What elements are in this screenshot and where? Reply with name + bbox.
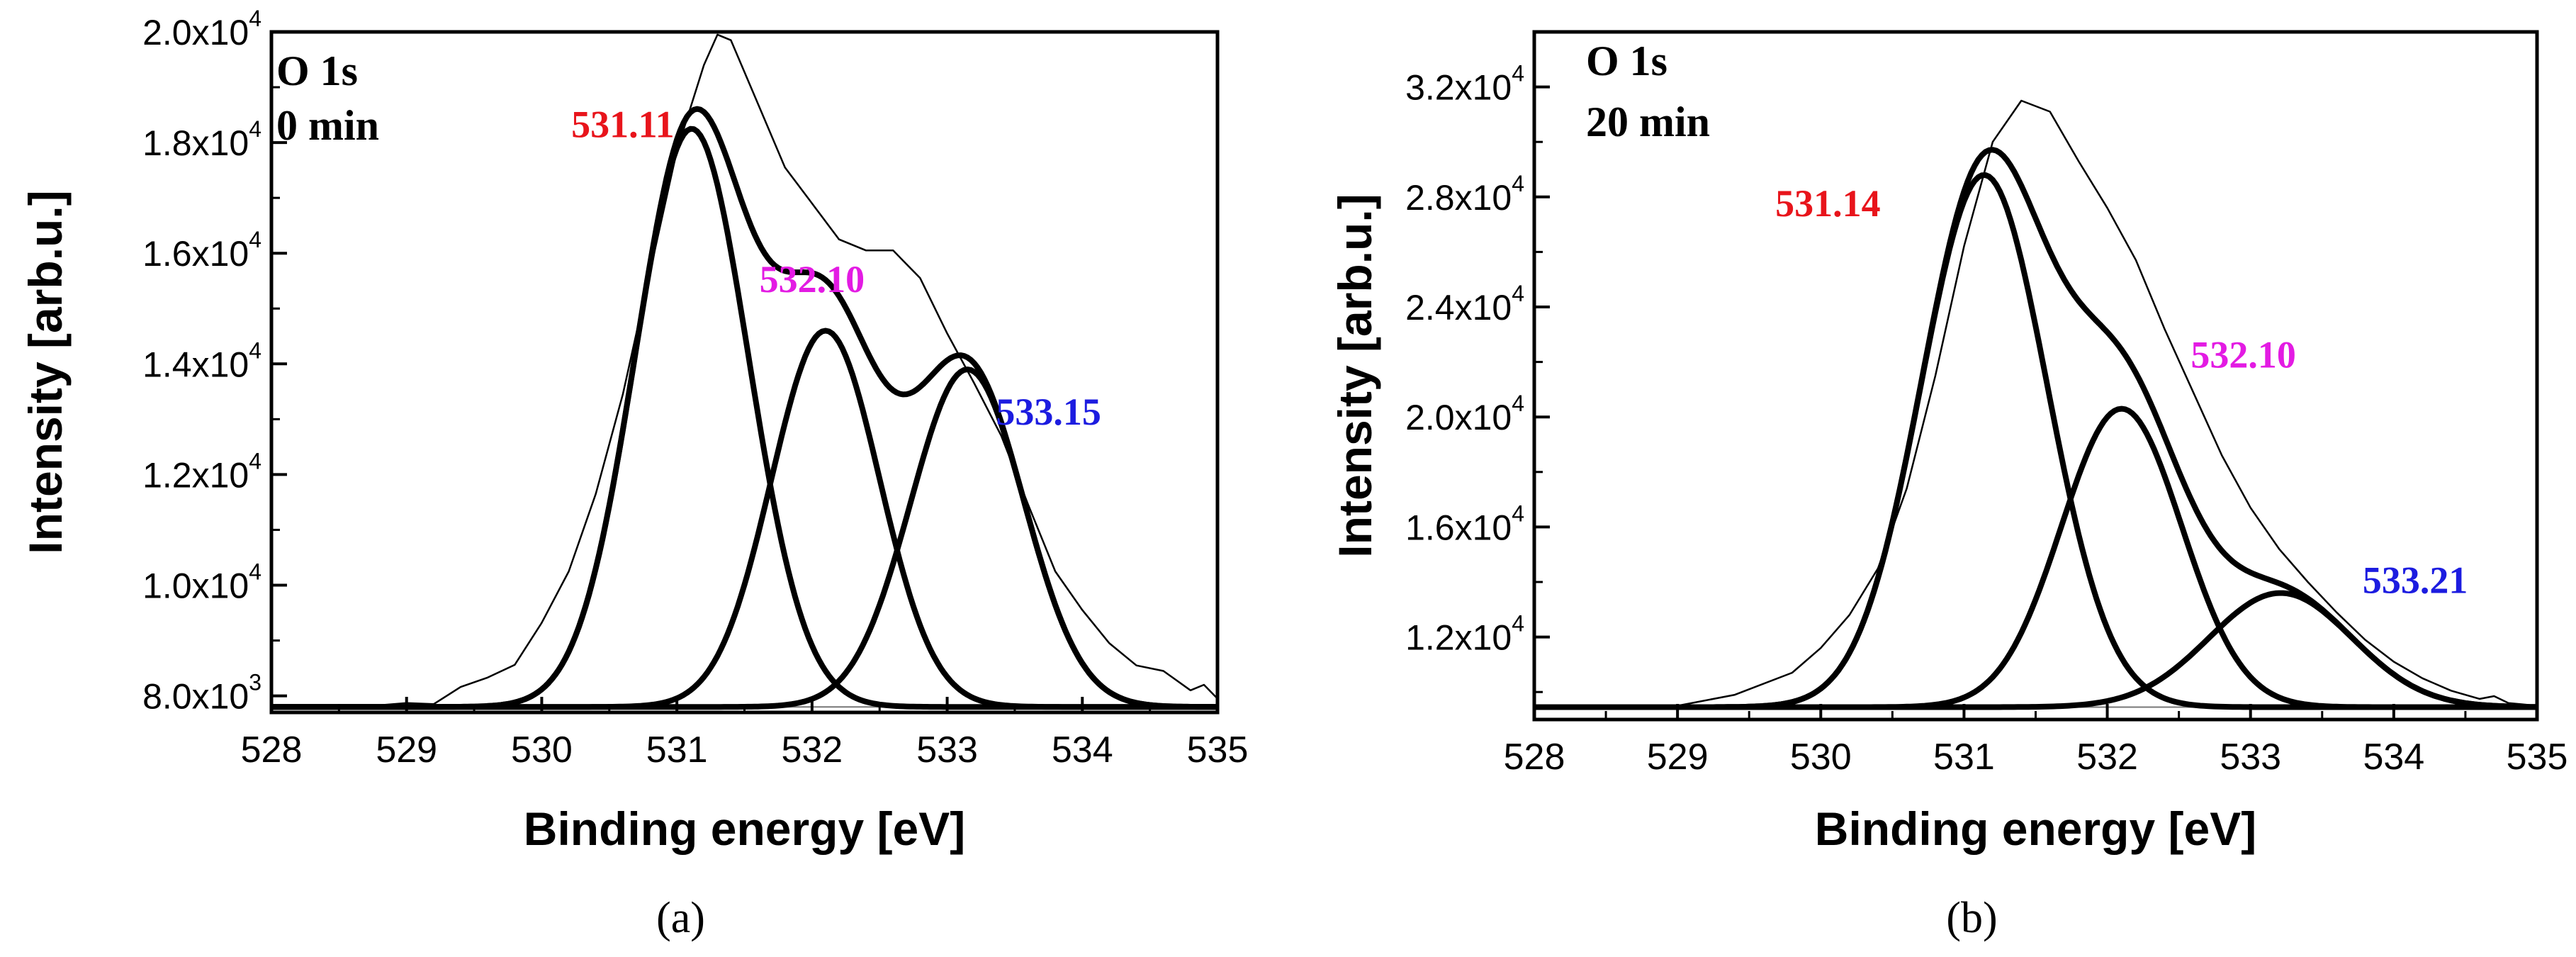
chart-a-x-tick-label: 533	[916, 729, 978, 771]
chart-a-x-axis-label: Binding energy [eV]	[524, 802, 965, 855]
chart-b-x-tick-label: 530	[1790, 737, 1852, 778]
chart-b-x-tick-label: 534	[2363, 737, 2424, 778]
chart-b-x-tick-label: 528	[1504, 737, 1565, 778]
chart-b-subtitle: 20 min	[1586, 99, 1710, 145]
chart-b-x-tick-label: 533	[2220, 737, 2281, 778]
chart-b-axes: 528 529 530 531 532 533 534 535 1.2x104 1.6x104 2.…	[1405, 61, 2567, 778]
chart-a-y-tick-label: 8.0x103	[142, 670, 261, 717]
chart-a-y-tick-label: 2.0x104	[142, 6, 261, 52]
chart-a-x-tick-label: 531	[646, 729, 708, 771]
chart-a-y-tick-label: 1.4x104	[142, 337, 261, 384]
chart-b-x-tick-label: 531	[1933, 737, 1995, 778]
chart-b-title: O 1s	[1586, 38, 1667, 84]
chart-b-envelope-curve	[1534, 147, 2537, 710]
chart-b-peak-1-label: 531.14	[1775, 182, 1881, 225]
chart-b-peak-3-curve	[1534, 590, 2537, 710]
chart-b-x-tick-label: 535	[2507, 737, 2568, 778]
chart-b-y-tick-label: 2.8x104	[1405, 171, 1524, 218]
panel-a-label: (a)	[656, 894, 705, 942]
chart-b-x-tick-label: 532	[2076, 737, 2138, 778]
chart-a-curves	[271, 33, 1217, 710]
chart-a-peak-2-label: 532.10	[760, 258, 865, 301]
chart-b-y-tick-label: 1.6x104	[1405, 500, 1524, 547]
chart-a-envelope-curve	[271, 106, 1217, 710]
chart-b-y-axis-label: Intensity [arb.u.]	[1329, 194, 1381, 557]
chart-a-y-tick-label: 1.6x104	[142, 227, 261, 274]
chart-b-x-axis-label: Binding energy [eV]	[1815, 802, 2256, 855]
chart-a-x-tick-label: 534	[1052, 729, 1113, 771]
chart-a-title: O 1s	[276, 47, 358, 94]
panel-b-label: (b)	[1946, 894, 1997, 942]
chart-a-experimental-curve	[271, 33, 1217, 709]
chart-b-peak-2-curve	[1534, 405, 2537, 710]
chart-a-x-tick-label: 528	[241, 729, 303, 771]
chart-b-y-tick-label: 2.4x104	[1405, 281, 1524, 328]
chart-a-y-tick-label: 1.2x104	[142, 448, 261, 495]
chart-a-peak-3-label: 533.15	[996, 391, 1101, 433]
chart-b-x-tick-label: 529	[1647, 737, 1709, 778]
chart-a-frame	[269, 30, 1220, 715]
chart-a-x-tick-label: 530	[511, 729, 573, 771]
chart-a-x-tick-label: 535	[1187, 729, 1249, 771]
chart-a-y-tick-label: 1.0x104	[142, 559, 261, 605]
chart-b-y-tick-label: 2.0x104	[1405, 391, 1524, 437]
chart-a-peak-1-label: 531.11	[571, 103, 675, 145]
panel-b: 528 529 530 531 532 533 534 535 1.2x104 1.6x104 2.…	[1329, 30, 2567, 942]
chart-b-y-tick-label: 3.2x104	[1405, 61, 1524, 108]
chart-b-curves	[1534, 99, 2537, 710]
panel-a: 528 529 530 531 532 533 534 535 8.0x103 1.0x104 1.…	[19, 6, 1248, 942]
chart-b-peak-1-curve	[1534, 172, 2537, 710]
chart-b-peak-2-label: 532.10	[2190, 333, 2296, 376]
chart-a-y-tick-label: 1.8x104	[142, 116, 261, 163]
chart-b-y-tick-label: 1.2x104	[1405, 611, 1524, 658]
chart-a-axes: 528 529 530 531 532 533 534 535 8.0x103 1.0x104 1.…	[142, 6, 1248, 771]
chart-a-x-tick-label: 529	[376, 729, 437, 771]
chart-a-x-tick-label: 532	[781, 729, 843, 771]
chart-a-y-axis-label: Intensity [arb.u.]	[19, 190, 72, 554]
chart-b-peak-3-label: 533.21	[2363, 559, 2468, 602]
chart-a-subtitle: 0 min	[276, 102, 379, 149]
chart-b-experimental-curve	[1534, 99, 2537, 708]
